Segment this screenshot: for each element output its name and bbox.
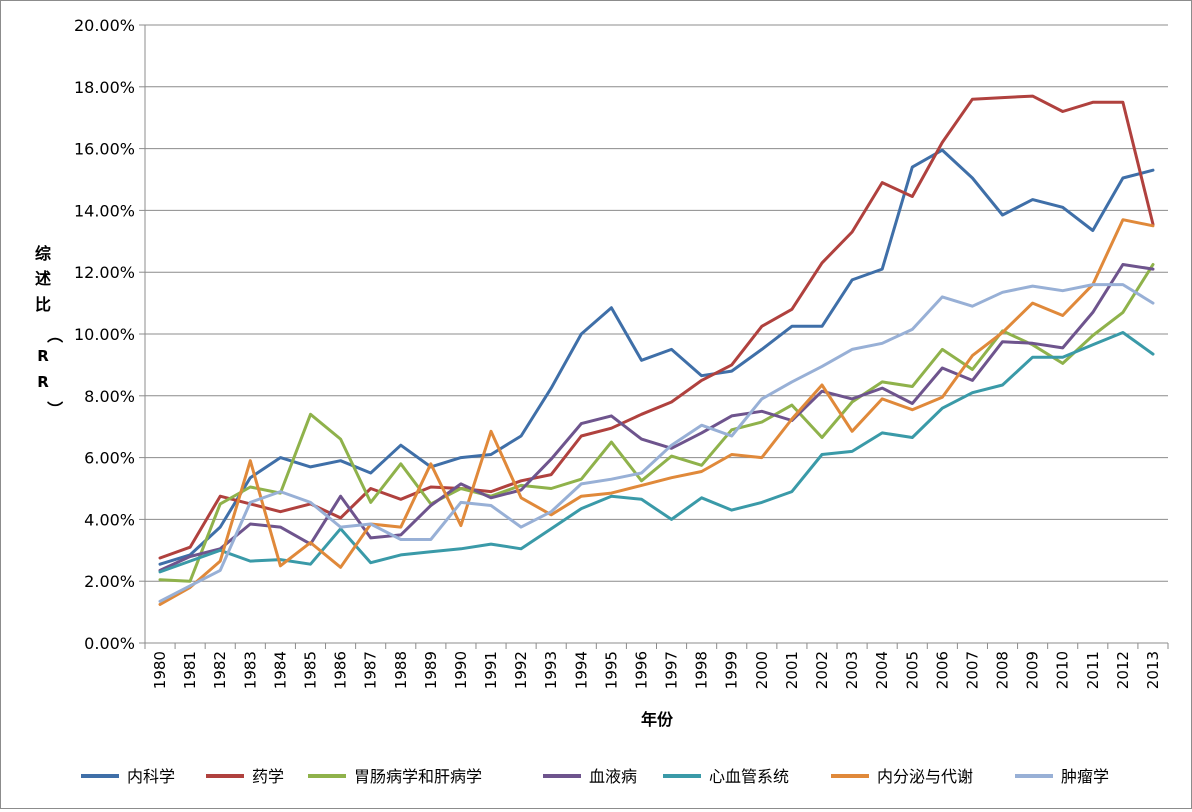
x-tick-label: 1991 xyxy=(482,651,500,689)
x-tick-label: 1990 xyxy=(452,651,470,689)
y-axis-title-char: （ xyxy=(45,327,64,343)
x-tick-label: 1989 xyxy=(422,651,440,689)
x-tick-label: 2012 xyxy=(1114,651,1132,689)
legend-label: 血液病 xyxy=(589,767,637,786)
x-tick-label: 1987 xyxy=(362,651,380,689)
y-tick-label: 2.00% xyxy=(84,572,135,591)
legend-label: 内科学 xyxy=(127,767,175,786)
x-tick-label: 2009 xyxy=(1024,651,1042,689)
x-tick-label: 1994 xyxy=(572,651,590,689)
legend-label: 肿瘤学 xyxy=(1061,767,1109,786)
gridlines xyxy=(145,24,1168,644)
y-tick-label: 12.00% xyxy=(74,263,135,282)
x-tick-label: 1995 xyxy=(602,651,620,689)
x-tick-label: 2008 xyxy=(994,651,1012,689)
series-line xyxy=(158,94,1155,560)
x-tick-label: 2010 xyxy=(1054,651,1072,689)
y-tick-label: 20.00% xyxy=(74,16,135,35)
x-tick-label: 1998 xyxy=(693,651,711,689)
x-tick-label: 1984 xyxy=(271,651,289,689)
x-tick-label: 1999 xyxy=(723,651,741,689)
x-tick-label: 2011 xyxy=(1084,651,1102,689)
x-tick-label: 1981 xyxy=(181,651,199,689)
x-tick-label: 2004 xyxy=(873,651,891,689)
y-axis-title-char: 述 xyxy=(35,269,51,288)
series-lines xyxy=(158,94,1155,606)
x-tick-label: 1996 xyxy=(632,651,650,689)
y-tick-label: 18.00% xyxy=(74,78,135,97)
y-axis-title-char: R xyxy=(37,347,49,365)
y-axis-title-char: 综 xyxy=(35,244,51,263)
series-line xyxy=(158,283,1155,603)
legend-label: 内分泌与代谢 xyxy=(877,767,973,786)
y-axis-title-char: ） xyxy=(45,401,64,417)
x-tick-label: 2003 xyxy=(843,651,861,689)
x-tick-label: 1997 xyxy=(663,651,681,689)
y-tick-label: 6.00% xyxy=(84,449,135,468)
x-tick-label: 2007 xyxy=(963,651,981,689)
x-axis: 1980 1981 1982 1983 1984 1985 1986 1987 1988 1989… xyxy=(144,25,1169,689)
x-tick-label: 1986 xyxy=(332,651,350,689)
series-line xyxy=(158,148,1155,566)
y-tick-label: 10.00% xyxy=(74,325,135,344)
x-tick-label: 1982 xyxy=(211,651,229,689)
legend: 内科学 药学 胃肠病学和肝病学 血液病 心血管系统 内分泌与代谢 肿瘤学 xyxy=(81,767,1109,786)
x-tick-label: 1993 xyxy=(542,651,560,689)
y-tick-label: 14.00% xyxy=(74,201,135,220)
x-tick-label: 2005 xyxy=(903,651,921,689)
legend-label: 药学 xyxy=(252,767,284,786)
x-tick-label: 2002 xyxy=(813,651,831,689)
series-line xyxy=(158,218,1155,606)
x-tick-label: 1983 xyxy=(241,651,259,689)
x-axis-title: 年份 xyxy=(641,710,674,729)
x-tick-label: 2001 xyxy=(783,651,801,689)
x-tick-label: 2006 xyxy=(933,651,951,689)
y-tick-label: 16.00% xyxy=(74,140,135,159)
y-axis-title-char: R xyxy=(37,373,49,391)
x-tick-label: 1988 xyxy=(392,651,410,689)
x-tick-label: 1992 xyxy=(512,651,530,689)
y-axis-title-char: 比 xyxy=(35,295,51,314)
legend-label: 心血管系统 xyxy=(709,767,789,786)
series-line xyxy=(158,263,1155,583)
legend-label: 胃肠病学和肝病学 xyxy=(354,767,482,786)
x-tick-label: 2000 xyxy=(753,651,771,689)
x-tick-label: 1985 xyxy=(301,651,319,689)
y-tick-label: 4.00% xyxy=(84,510,135,529)
series-line xyxy=(158,331,1155,574)
y-axis-title: 综述比 （ RR ） xyxy=(35,244,64,417)
series-line xyxy=(158,263,1155,572)
y-tick-label: 8.00% xyxy=(84,387,135,406)
y-axis-ticks: 0.00% 2.00% 4.00% 6.00% 8.00% 10.00% 12.00% 14.… xyxy=(74,16,145,653)
x-tick-label: 2013 xyxy=(1144,651,1162,689)
y-tick-label: 0.00% xyxy=(84,634,135,653)
x-tick-label: 1980 xyxy=(151,651,169,689)
